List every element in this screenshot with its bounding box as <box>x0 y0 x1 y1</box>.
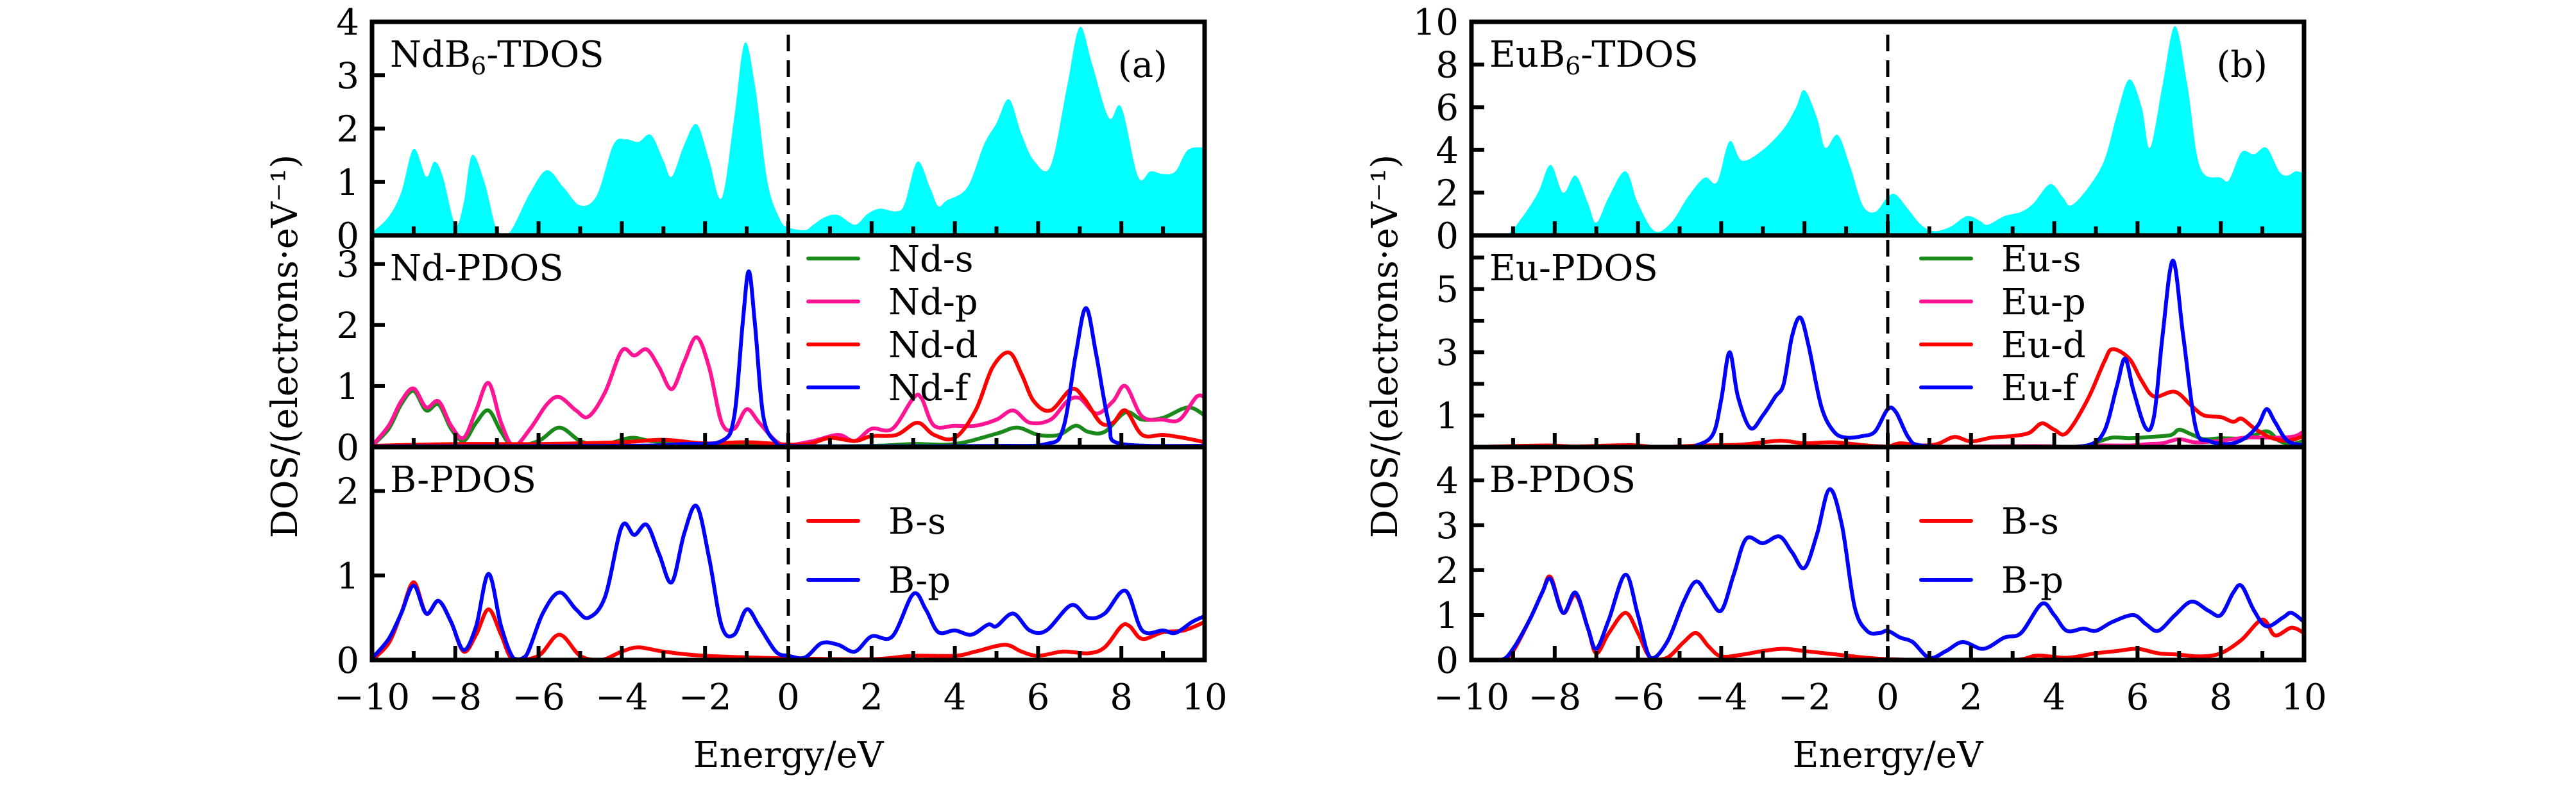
y-tick-label: 2 <box>1436 173 1459 214</box>
y-tick-label: 2 <box>336 109 359 151</box>
y-tick-label: 0 <box>336 640 359 682</box>
subplot-nd-pdos: 0 1 2 3 Nd-PDOS Nd-sNd-pNd-dNd-f <box>336 239 1205 469</box>
x-tick-label: −10 <box>334 677 410 718</box>
y-tick-label: 3 <box>1436 505 1459 547</box>
plot-frame <box>369 19 1207 663</box>
y-tick-label: 0 <box>336 427 359 469</box>
y-tick-label: 2 <box>336 305 359 347</box>
y-tick-label: 2 <box>1436 550 1459 592</box>
x-tick-label: 10 <box>1182 677 1227 718</box>
x-tick-label: 4 <box>2043 677 2066 718</box>
series-b-p-line <box>372 504 1205 660</box>
y-tick-label: 0 <box>336 216 359 257</box>
legend: B-s B-p <box>1919 501 2063 602</box>
subplot-title: Nd-PDOS <box>390 248 564 289</box>
legend-label: Nd-s <box>888 239 974 280</box>
subplot-title: B-PDOS <box>1489 459 1636 501</box>
x-tick-label: 0 <box>777 677 800 718</box>
y-tick-label: 1 <box>336 366 359 408</box>
legend-label: B-s <box>2001 501 2059 543</box>
subplot-title: B-PDOS <box>390 459 536 501</box>
y-tick-label: 4 <box>1436 130 1459 172</box>
x-tick-label: −2 <box>679 677 732 718</box>
subplot-title: EuB6-TDOS <box>1489 34 1699 80</box>
plot-frame <box>1469 19 2307 663</box>
legend: Nd-sNd-pNd-dNd-f <box>806 239 978 409</box>
legend-label: B-s <box>888 501 946 543</box>
y-axis-title: DOS/(electrons·eV⁻¹) <box>264 155 306 538</box>
subplot-b-pdos: 0 1 2 B-PDOS B-s B-p <box>336 459 1205 682</box>
plot-area <box>1471 26 2304 235</box>
x-tick-label: −10 <box>1434 677 1509 718</box>
y-tick-label: 5 <box>1436 269 1459 311</box>
series-tdos-area <box>1471 26 2304 235</box>
panel-a: 0 1 2 3 4 NdB6-TDOS 0 1 2 3 Nd-PDOS Nd-sNd-pNd-dNd-… <box>264 2 1228 776</box>
y-tick-label: 0 <box>1436 640 1459 682</box>
legend-label: Nd-f <box>888 368 971 409</box>
plot-area <box>372 504 1205 660</box>
y-tick-label: 4 <box>1436 461 1459 502</box>
legend-label: Eu-s <box>2001 239 2081 280</box>
legend-label: B-p <box>2001 560 2063 602</box>
y-tick-label: 3 <box>1436 332 1459 374</box>
series-eu-f-line <box>1471 258 2304 447</box>
x-tick-label: 0 <box>1876 677 1899 718</box>
figure-tag: (a) <box>1118 44 1167 86</box>
subplot-title: Eu-PDOS <box>1489 248 1658 289</box>
series-tdos-area <box>372 27 1205 235</box>
x-tick-label: 8 <box>2209 677 2232 718</box>
x-tick-label: −6 <box>512 677 565 718</box>
legend-label: B-p <box>888 560 951 602</box>
legend-label: Nd-p <box>888 282 978 323</box>
legend: B-s B-p <box>806 501 951 602</box>
y-tick-label: 3 <box>336 55 359 97</box>
x-tick-label: 6 <box>1027 677 1050 718</box>
x-tick-label: −2 <box>1778 677 1831 718</box>
subplot-eu-pdos: 1 3 5 Eu-PDOS Eu-sEu-pEu-dEu-f <box>1436 239 2304 447</box>
legend: Eu-sEu-pEu-dEu-f <box>1919 239 2086 409</box>
y-tick-label: 1 <box>1436 396 1459 437</box>
legend-label: Eu-p <box>2001 282 2086 323</box>
y-axis-title: DOS/(electrons·eV⁻¹) <box>1364 155 1406 538</box>
x-tick-label: 6 <box>2126 677 2149 718</box>
x-tick-label: −8 <box>429 677 482 718</box>
y-tick-label: 1 <box>1436 595 1459 637</box>
x-tick-label: −4 <box>1695 677 1748 718</box>
y-tick-label: 1 <box>336 555 359 597</box>
x-axis-title: Energy/eV <box>1793 734 1984 776</box>
plot-area <box>372 27 1205 235</box>
legend-label: Nd-d <box>888 325 978 366</box>
y-tick-label: 3 <box>336 244 359 286</box>
figure-tag: (b) <box>2216 44 2267 86</box>
x-tick-label: −6 <box>1611 677 1665 718</box>
series-b-p-line <box>1471 487 2304 660</box>
x-tick-label: 4 <box>944 677 967 718</box>
y-tick-label: 8 <box>1436 45 1459 87</box>
x-axis-title: Energy/eV <box>693 734 885 776</box>
y-tick-label: 6 <box>1436 87 1459 129</box>
y-tick-label: 2 <box>336 471 359 513</box>
y-tick-label: 10 <box>1413 2 1459 44</box>
y-tick-label: 4 <box>336 2 359 44</box>
x-tick-label: −4 <box>595 677 648 718</box>
series-nd-p-line <box>372 335 1205 447</box>
x-tick-label: 2 <box>860 677 883 718</box>
x-tick-label: 8 <box>1110 677 1133 718</box>
subplot-ndb-tdos: 0 1 2 3 4 NdB6-TDOS <box>336 2 1205 257</box>
legend-label: Eu-f <box>2001 368 2079 409</box>
x-tick-label: 2 <box>1960 677 1983 718</box>
x-tick-label: 10 <box>2281 677 2326 718</box>
y-tick-label: 1 <box>336 162 359 204</box>
x-tick-label: −8 <box>1529 677 1582 718</box>
legend-label: Eu-d <box>2001 325 2086 366</box>
y-tick-label: 0 <box>1436 216 1459 257</box>
subplot-title: NdB6-TDOS <box>390 34 604 80</box>
